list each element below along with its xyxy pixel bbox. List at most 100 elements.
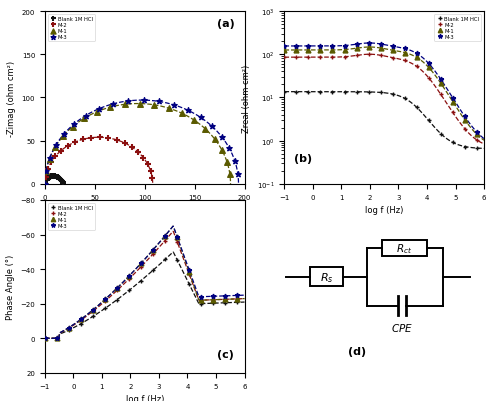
Text: $CPE$: $CPE$ [391, 321, 413, 333]
M-2 [87, 135, 95, 142]
M-1 [45, 156, 53, 162]
M-2 [144, 162, 152, 168]
M-1 [378, 47, 384, 51]
M-2 [126, 277, 132, 282]
M-1 [93, 109, 101, 116]
M-2 [234, 297, 240, 302]
M-1 [329, 49, 335, 53]
M-3 [281, 45, 287, 49]
M-2 [174, 239, 180, 244]
M-2 [426, 76, 432, 81]
Blank 1M HCl [90, 314, 96, 319]
M-3 [114, 286, 120, 291]
Blank 1M HCl [438, 132, 444, 137]
M-1 [414, 56, 420, 61]
M-3 [293, 45, 299, 49]
Blank 1M HCl [293, 90, 299, 95]
M-2 [51, 154, 59, 160]
M-2 [293, 56, 299, 61]
M-1 [78, 317, 84, 322]
M-3 [162, 234, 168, 239]
M-1 [226, 172, 234, 178]
M-2 [102, 299, 108, 304]
Blank 1M HCl [366, 90, 372, 95]
M-1 [293, 49, 299, 53]
M-2 [390, 56, 396, 61]
M-1 [317, 49, 323, 53]
Blank 1M HCl [56, 176, 64, 182]
M-1 [402, 51, 408, 56]
Blank 1M HCl [47, 174, 55, 180]
Blank 1M HCl [317, 90, 323, 95]
Blank 1M HCl [281, 90, 287, 95]
M-1 [450, 100, 456, 105]
M-1 [218, 147, 226, 154]
M-2 [57, 148, 65, 154]
M-3 [46, 155, 54, 162]
M-3 [231, 158, 239, 165]
Y-axis label: -Zimag (ohm cm²): -Zimag (ohm cm²) [7, 60, 16, 136]
Y-axis label: Zreal (ohm cm²): Zreal (ohm cm²) [243, 64, 251, 132]
Blank 1M HCl [42, 178, 50, 184]
M-3 [52, 143, 60, 149]
Blank 1M HCl [43, 176, 51, 182]
M-1 [201, 126, 209, 133]
Bar [382, 241, 427, 256]
M-2 [41, 174, 49, 180]
Line: M-2: M-2 [282, 53, 479, 143]
M-1 [234, 297, 240, 302]
Blank 1M HCl [462, 145, 468, 150]
M-3 [197, 115, 205, 122]
X-axis label: log f (Hz): log f (Hz) [365, 206, 403, 215]
M-2 [90, 309, 96, 314]
Blank 1M HCl [353, 90, 359, 95]
M-3 [218, 134, 226, 141]
M-2 [414, 65, 420, 69]
M-2 [41, 181, 49, 188]
M-2 [104, 136, 112, 142]
M-1 [41, 181, 49, 188]
M-2 [128, 144, 136, 151]
M-2 [134, 149, 142, 156]
M-3 [126, 274, 132, 279]
M-3 [414, 52, 420, 57]
M-2 [450, 111, 456, 115]
M-2 [210, 298, 216, 302]
Text: $R_s$: $R_s$ [320, 270, 333, 284]
Text: $R_{ct}$: $R_{ct}$ [396, 241, 412, 255]
M-1 [136, 101, 144, 107]
M-1 [211, 136, 219, 143]
M-2 [222, 297, 228, 302]
M-1 [90, 308, 96, 312]
M-3 [140, 97, 148, 104]
Blank 1M HCl [57, 177, 65, 183]
M-1 [178, 111, 186, 117]
M-1 [114, 286, 120, 291]
Blank 1M HCl [341, 90, 347, 95]
Legend: Blank 1M HCl, M-2, M-1, M-3: Blank 1M HCl, M-2, M-1, M-3 [47, 203, 95, 231]
M-3 [353, 43, 359, 47]
M-2 [186, 272, 192, 277]
M-1 [42, 336, 48, 341]
M-1 [366, 45, 372, 50]
Blank 1M HCl [41, 180, 49, 186]
M-1 [341, 48, 347, 53]
M-1 [69, 124, 77, 130]
Text: (c): (c) [217, 349, 234, 359]
M-1 [106, 105, 114, 111]
Blank 1M HCl [54, 336, 60, 341]
M-2 [341, 55, 347, 60]
Line: M-3: M-3 [42, 234, 240, 341]
M-3 [462, 115, 468, 119]
M-1 [198, 298, 204, 303]
M-3 [438, 77, 444, 82]
M-1 [162, 234, 168, 239]
Blank 1M HCl [474, 146, 480, 151]
M-2 [281, 56, 287, 61]
Blank 1M HCl [42, 336, 48, 341]
Line: Blank 1M HCl: Blank 1M HCl [282, 90, 479, 151]
M-2 [42, 336, 48, 341]
Legend: Blank 1M HCl, M-2, M-1, M-3: Blank 1M HCl, M-2, M-1, M-3 [434, 15, 482, 42]
Y-axis label: Phase Angle (°): Phase Angle (°) [6, 254, 15, 319]
M-2 [366, 53, 372, 57]
